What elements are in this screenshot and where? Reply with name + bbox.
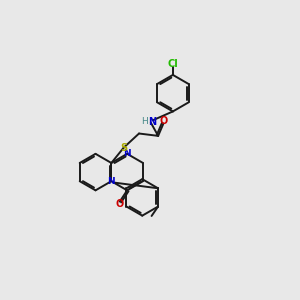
Text: O: O [159, 116, 168, 126]
Text: N: N [107, 177, 115, 186]
Text: N: N [148, 117, 157, 127]
Text: S: S [120, 142, 127, 153]
Text: Cl: Cl [167, 59, 178, 69]
Text: H: H [141, 117, 148, 126]
Text: N: N [123, 149, 131, 158]
Text: O: O [116, 199, 124, 208]
